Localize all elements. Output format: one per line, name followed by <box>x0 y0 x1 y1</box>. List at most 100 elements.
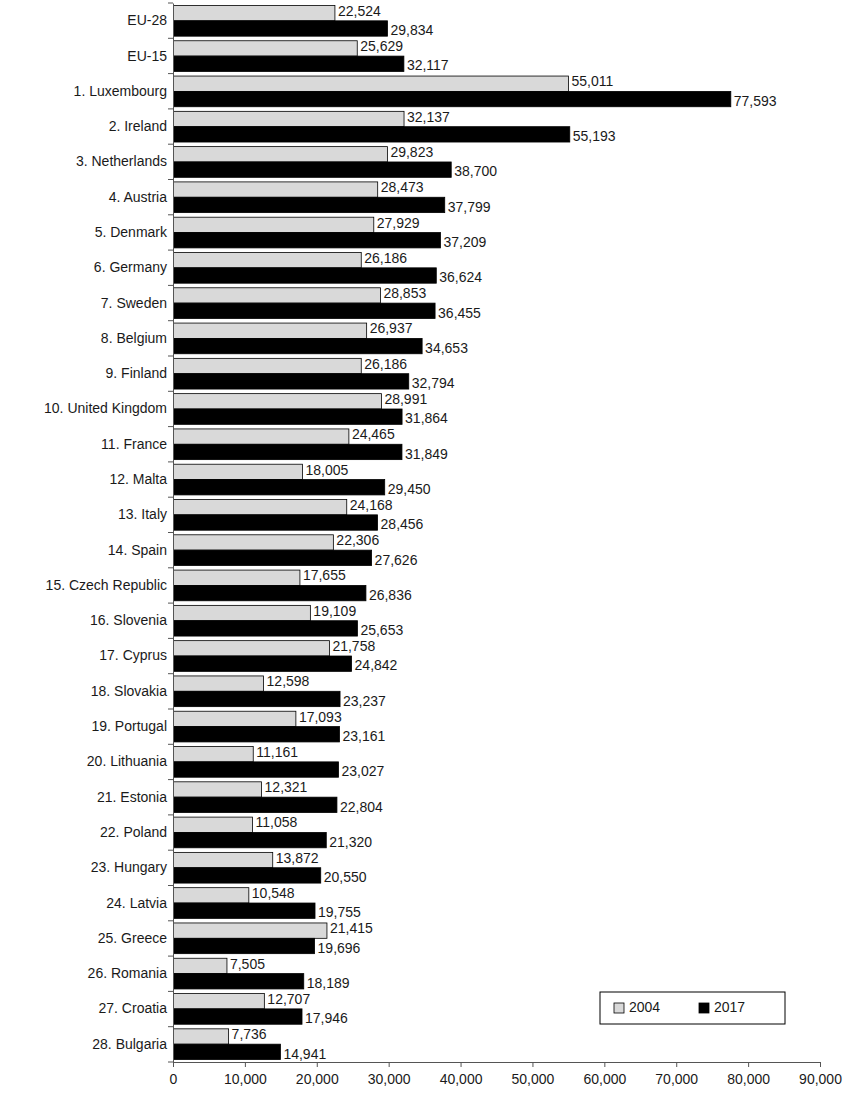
tick: 3. Netherlands <box>76 153 173 169</box>
x-axis: 010,00020,00030,00040,00050,00060,00070,… <box>170 1062 843 1087</box>
tick: 80,000 <box>727 1062 770 1087</box>
data-label: 34,653 <box>425 340 468 356</box>
separator <box>168 73 173 74</box>
separator <box>168 250 173 251</box>
separator <box>168 356 173 357</box>
category-label: 6. Germany <box>94 259 167 275</box>
bar <box>173 958 227 973</box>
bar <box>173 782 262 797</box>
category-label: 26. Romania <box>88 965 168 981</box>
data-label: 27,626 <box>375 552 418 568</box>
separator <box>168 567 173 568</box>
data-label: 24,465 <box>352 426 395 442</box>
data-label: 17,093 <box>299 709 342 725</box>
data-label: 77,593 <box>734 93 777 109</box>
tick-label: 80,000 <box>727 1071 770 1087</box>
data-label: 28,473 <box>381 179 424 195</box>
separator <box>168 144 173 145</box>
separator <box>168 1026 173 1027</box>
bar <box>173 515 378 530</box>
bar <box>173 797 337 812</box>
legend-swatch <box>699 1003 709 1013</box>
tick: EU-15 <box>127 48 173 64</box>
data-label: 26,186 <box>364 356 407 372</box>
category-label: 20. Lithuania <box>87 753 167 769</box>
tick: 24. Latvia <box>106 895 173 911</box>
tick-label: 0 <box>170 1071 178 1087</box>
bar <box>173 480 385 495</box>
tick: 20. Lithuania <box>87 753 173 769</box>
tick: 9. Finland <box>106 365 173 381</box>
bar <box>173 923 327 938</box>
bar <box>173 162 451 177</box>
category-label: 11. France <box>101 436 167 452</box>
legend: 20042017 <box>600 992 785 1024</box>
bar <box>173 852 273 867</box>
legend-swatch <box>614 1003 624 1013</box>
tick-label: 90,000 <box>799 1071 842 1087</box>
category-label: 21. Estonia <box>97 789 167 805</box>
data-label: 20,550 <box>324 869 367 885</box>
tick-mark <box>389 1062 390 1067</box>
data-label: 23,237 <box>343 693 386 709</box>
bar <box>173 91 731 106</box>
data-label: 31,849 <box>405 446 448 462</box>
tick: 5. Denmark <box>95 224 173 240</box>
separators <box>168 3 173 1062</box>
data-label: 24,842 <box>355 657 398 673</box>
legend-label: 2004 <box>629 999 660 1015</box>
bar <box>173 570 300 585</box>
data-label: 19,696 <box>318 940 361 956</box>
tick: 1. Luxembourg <box>74 83 173 99</box>
data-label: 17,946 <box>305 1010 348 1026</box>
bar <box>173 747 253 762</box>
data-label: 23,161 <box>343 728 386 744</box>
tick: 8. Belgium <box>101 330 173 346</box>
bar <box>173 374 409 389</box>
tick: 23. Hungary <box>91 859 173 875</box>
separator <box>168 885 173 886</box>
tick-label: 30,000 <box>368 1071 411 1087</box>
category-label: 23. Hungary <box>91 859 167 875</box>
bar <box>173 727 340 742</box>
data-label: 38,700 <box>454 163 497 179</box>
bar <box>173 974 304 989</box>
data-label: 32,137 <box>407 109 450 125</box>
bar <box>173 641 329 656</box>
tick: 25. Greece <box>98 930 173 946</box>
data-label: 32,117 <box>407 57 449 73</box>
category-label: 8. Belgium <box>101 330 167 346</box>
separator <box>168 1062 173 1063</box>
separator <box>168 956 173 957</box>
data-label: 12,707 <box>267 991 310 1007</box>
bar <box>173 1029 229 1044</box>
data-label: 31,864 <box>405 410 448 426</box>
tick: 20,000 <box>296 1062 339 1087</box>
bar <box>173 41 357 56</box>
data-label: 12,321 <box>265 779 308 795</box>
data-label: 18,189 <box>307 975 350 991</box>
bar <box>173 21 387 36</box>
category-label: 25. Greece <box>98 930 167 946</box>
tick: 11. France <box>101 436 173 452</box>
separator <box>168 391 173 392</box>
data-label: 26,186 <box>364 250 407 266</box>
data-label: 7,736 <box>232 1026 267 1042</box>
bar <box>173 550 372 565</box>
bar <box>173 394 381 409</box>
category-label: 3. Netherlands <box>76 153 167 169</box>
tick-label: 20,000 <box>296 1071 339 1087</box>
separator <box>168 603 173 604</box>
tick: 14. Spain <box>108 542 173 558</box>
category-label: 5. Denmark <box>95 224 168 240</box>
tick-mark <box>245 1062 246 1067</box>
bar <box>173 605 310 620</box>
bar <box>173 252 361 267</box>
separator <box>168 38 173 39</box>
tick-mark <box>532 1062 533 1067</box>
data-label: 11,058 <box>255 814 297 830</box>
bar <box>173 56 404 71</box>
data-label: 17,655 <box>303 567 346 583</box>
tick: 60,000 <box>583 1062 626 1087</box>
separator <box>168 673 173 674</box>
